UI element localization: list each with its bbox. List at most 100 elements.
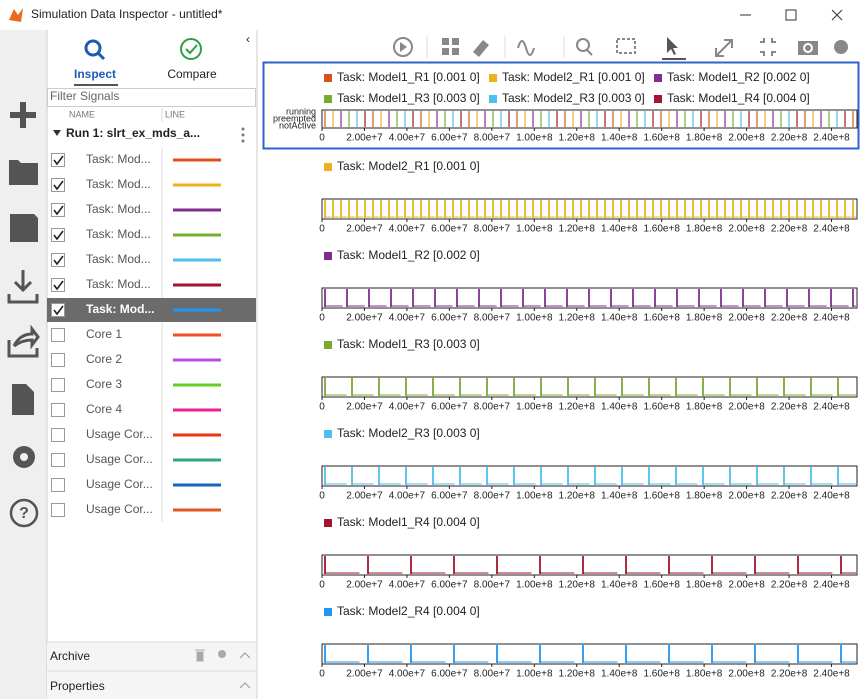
collapse-button[interactable]: ‹ — [246, 32, 250, 46]
archive-settings[interactable] — [218, 650, 226, 658]
section-header[interactable]: Archive — [50, 649, 90, 663]
signal-name[interactable]: Core 2 — [86, 352, 122, 366]
checkbox[interactable] — [51, 153, 65, 167]
signal-name[interactable]: Core 3 — [86, 377, 122, 391]
signal-name[interactable]: Usage Cor... — [86, 452, 153, 466]
signal-name[interactable]: Task: Mod... — [86, 152, 151, 166]
column-header[interactable]: NAME — [69, 109, 95, 119]
signal-name[interactable]: Task: Mod... — [86, 252, 151, 266]
run-label[interactable]: Run 1: slrt_ex_mds_a... — [66, 126, 200, 140]
signal-name[interactable]: Usage Cor... — [86, 477, 153, 491]
checkbox[interactable] — [51, 403, 65, 417]
signal-name[interactable]: Task: Mod... — [86, 202, 151, 216]
legend-label[interactable]: Task: Model1_R3 [0.003 0] — [337, 337, 480, 351]
fit-button[interactable] — [616, 38, 636, 54]
signal-name[interactable]: Task: Mod... — [86, 302, 154, 316]
layout-button[interactable] — [442, 38, 459, 55]
x-tick-label: 2.20e+8 — [771, 402, 808, 413]
zoom-button[interactable] — [576, 38, 590, 52]
expand-button[interactable] — [715, 39, 733, 57]
tab[interactable]: Inspect — [74, 67, 116, 81]
checkbox[interactable] — [51, 278, 65, 292]
signal-name[interactable]: Usage Cor... — [86, 502, 153, 516]
signal-name[interactable]: Core 1 — [86, 327, 122, 341]
plot-settings[interactable] — [834, 40, 848, 54]
x-tick-label: 6.00e+7 — [431, 669, 468, 680]
archive-delete[interactable] — [195, 649, 205, 662]
legend-label[interactable]: Task: Model2_R3 [0.003 0] — [502, 91, 645, 105]
legend-swatch — [324, 430, 332, 438]
new-icon[interactable] — [10, 102, 36, 128]
checkbox[interactable] — [51, 503, 65, 517]
legend-label[interactable]: Task: Model2_R4 [0.004 0] — [337, 604, 480, 618]
x-tick-label: 2.40e+8 — [813, 224, 850, 235]
checkbox[interactable] — [51, 253, 65, 267]
fullscreen-button[interactable] — [760, 38, 776, 56]
cursor-button[interactable] — [517, 40, 535, 56]
legend-label[interactable]: Task: Model2_R3 [0.003 0] — [337, 426, 480, 440]
signal-name[interactable]: Task: Mod... — [86, 277, 151, 291]
x-tick-label: 1.60e+8 — [643, 669, 680, 680]
legend-swatch — [324, 608, 332, 616]
x-tick-label: 1.80e+8 — [686, 224, 723, 235]
x-tick-label: 1.20e+8 — [559, 580, 596, 591]
x-tick-label: 8.00e+7 — [474, 224, 511, 235]
checkbox[interactable] — [51, 453, 65, 467]
column-header[interactable]: LINE — [165, 109, 185, 119]
x-tick-label: 1.20e+8 — [559, 313, 596, 324]
checkbox[interactable] — [51, 478, 65, 492]
tab[interactable]: Compare — [167, 67, 217, 81]
close-button[interactable] — [831, 9, 843, 21]
legend-label[interactable]: Task: Model1_R3 [0.003 0] — [337, 91, 480, 105]
x-tick-label: 4.00e+7 — [389, 580, 426, 591]
x-tick-label: 1.00e+8 — [516, 491, 553, 502]
help-icon[interactable] — [9, 498, 39, 528]
x-tick-label: 2.00e+7 — [346, 669, 383, 680]
x-tick-label: 2.00e+7 — [346, 580, 383, 591]
checkbox[interactable] — [51, 328, 65, 342]
run-menu[interactable] — [241, 127, 245, 143]
checkbox[interactable] — [51, 228, 65, 242]
x-tick-label: 2.40e+8 — [813, 491, 850, 502]
legend-label[interactable]: Task: Model2_R1 [0.001 0] — [337, 159, 480, 173]
x-tick-label: 0 — [319, 313, 325, 324]
maximize-button[interactable] — [785, 9, 797, 21]
checkbox[interactable] — [51, 353, 65, 367]
toolbar — [393, 36, 848, 60]
checkbox[interactable] — [51, 178, 65, 192]
inspect-icon[interactable] — [84, 39, 102, 57]
pointer-button[interactable] — [667, 37, 678, 55]
x-tick-label: 2.00e+7 — [346, 313, 383, 324]
open-icon[interactable] — [9, 160, 38, 185]
legend-label[interactable]: Task: Model1_R2 [0.002 0] — [337, 248, 480, 262]
x-tick-label: 2.40e+8 — [813, 133, 850, 144]
filter-input[interactable] — [47, 88, 256, 107]
checkbox[interactable] — [51, 428, 65, 442]
legend-label[interactable]: Task: Model1_R2 [0.002 0] — [667, 70, 810, 84]
save-icon[interactable] — [10, 214, 38, 242]
signal-name[interactable]: Core 4 — [86, 402, 122, 416]
signal-name[interactable]: Task: Mod... — [86, 227, 151, 241]
section-header[interactable]: Properties — [50, 679, 105, 693]
signal-name[interactable]: Task: Mod... — [86, 177, 151, 191]
legend-swatch — [489, 95, 497, 103]
checkbox[interactable] — [51, 203, 65, 217]
legend-label[interactable]: Task: Model1_R4 [0.004 0] — [667, 91, 810, 105]
signal-name[interactable]: Usage Cor... — [86, 427, 153, 441]
compare-icon[interactable] — [180, 38, 202, 60]
svg-text:?: ? — [19, 505, 29, 522]
section-toggle[interactable] — [239, 652, 251, 689]
report-icon[interactable] — [12, 384, 34, 415]
checkbox[interactable] — [51, 378, 65, 392]
checkbox[interactable] — [51, 303, 65, 317]
plot-area — [321, 643, 858, 665]
legend-label[interactable]: Task: Model2_R1 [0.001 0] — [502, 70, 645, 84]
download-icon[interactable] — [7, 270, 39, 304]
legend-label[interactable]: Task: Model1_R4 [0.004 0] — [337, 515, 480, 529]
share-icon[interactable] — [7, 324, 40, 358]
legend-swatch — [324, 341, 332, 349]
legend-label[interactable]: Task: Model1_R1 [0.001 0] — [337, 70, 480, 84]
clear-button[interactable] — [473, 40, 489, 57]
expander[interactable] — [53, 130, 61, 136]
play-button[interactable] — [393, 37, 413, 57]
